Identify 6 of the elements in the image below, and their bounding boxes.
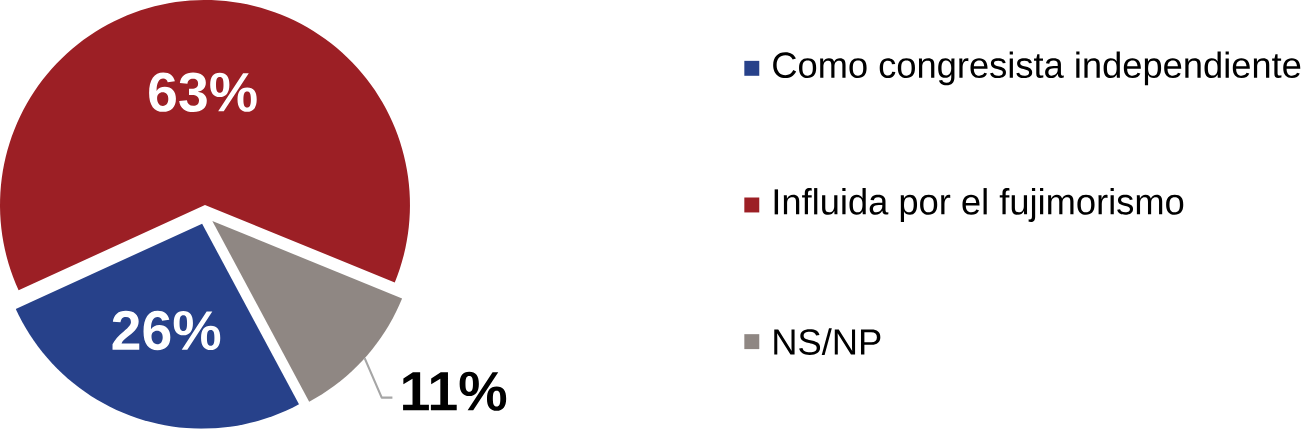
data-label: 26% (112, 311, 221, 351)
data-label: 11% (403, 371, 507, 411)
data-label: 63% (149, 72, 257, 113)
legend-label: Como congresista independiente (773, 51, 1301, 86)
legend-label: Influida por el fujimorismo (774, 188, 1184, 223)
legend-label: NS/NP (774, 328, 881, 356)
